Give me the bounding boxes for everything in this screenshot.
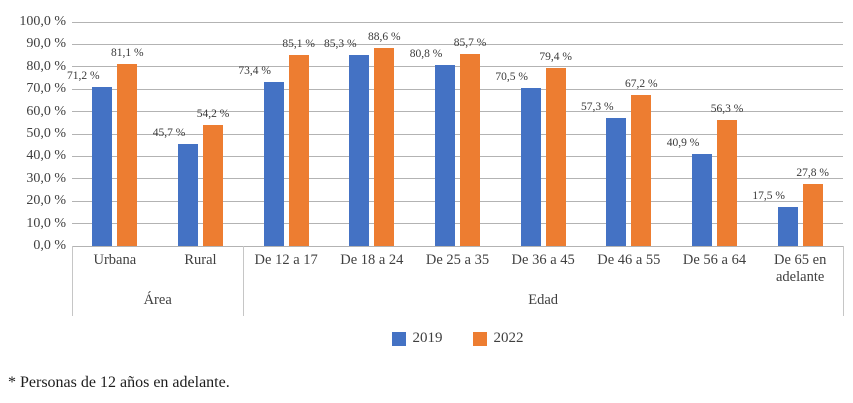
bar-value-label: 27,8 %: [796, 166, 829, 179]
axis-group-label: Área: [143, 292, 172, 308]
category-label: Urbana: [93, 252, 137, 268]
bar-value-label: 45,7 %: [152, 126, 186, 139]
gridline: [72, 88, 843, 90]
bar-value-label: 79,4 %: [539, 51, 572, 64]
legend: 2019 2022: [72, 330, 843, 347]
y-tick-label: 70,0 %: [26, 81, 66, 97]
gridline: [72, 155, 843, 157]
y-tick-label: 50,0 %: [26, 126, 66, 141]
bar-value-label: 40,9 %: [666, 137, 700, 150]
bar-value-label: 80,8 %: [409, 48, 443, 60]
axis-separator: [71, 246, 73, 316]
gridline: [72, 43, 843, 45]
category-label: De 12 a 17: [254, 252, 318, 268]
bar-value-label: 73,4 %: [238, 64, 271, 77]
category-label: De 25 a 35: [425, 252, 490, 268]
category-label: De 18 a 24: [340, 252, 404, 268]
bar-2019: [777, 206, 798, 246]
bar-2019: [263, 81, 284, 246]
axis-group-label: Edad: [528, 292, 559, 308]
bar-2022: [717, 119, 737, 246]
gridline: [72, 66, 843, 68]
y-tick-label: 90,0 %: [26, 36, 66, 52]
category-label: De 46 a 55: [597, 252, 661, 268]
legend-label: 2022: [493, 330, 524, 346]
gridline: [72, 245, 843, 247]
bar-2022: [117, 64, 138, 246]
bar-value-label: 85,1 %: [282, 38, 315, 51]
bar-value-label: 81,1 %: [111, 47, 144, 60]
bar-value-label: 67,2 %: [625, 78, 658, 91]
bar-value-label: 17,5 %: [752, 189, 785, 202]
legend-label: 2019: [412, 330, 443, 346]
y-tick-label: 40,0 %: [26, 148, 66, 164]
bar-value-label: 56,3 %: [710, 102, 744, 115]
y-tick-label: 100,0 %: [19, 14, 66, 29]
y-tick-label: 60,0 %: [26, 103, 66, 119]
bar-2022: [288, 55, 309, 246]
bar-2022: [631, 95, 652, 246]
bar-2022: [802, 183, 823, 246]
y-tick-label: 0,0 %: [33, 238, 66, 253]
y-tick-label: 10,0 %: [26, 215, 66, 231]
gridline: [72, 200, 843, 202]
legend-item: 2022: [472, 330, 524, 347]
bar-value-label: 85,7 %: [453, 37, 487, 50]
legend-item: 2019: [391, 330, 443, 347]
bar-2019: [692, 154, 712, 246]
bar-value-label: 54,2 %: [196, 107, 230, 120]
bar-2022: [460, 54, 480, 246]
y-tick-label: 20,0 %: [26, 193, 66, 209]
category-label: De 56 a 64: [682, 252, 747, 268]
bar-2019: [520, 88, 541, 246]
gridline: [72, 111, 843, 113]
footnote: * Personas de 12 años en adelante.: [8, 374, 230, 391]
bar-2019: [349, 54, 370, 246]
category-label: Rural: [184, 252, 217, 268]
gridline: [72, 223, 843, 225]
axis-separator: [242, 246, 244, 316]
axis-separator: [842, 246, 844, 316]
bar-value-label: 71,2 %: [67, 69, 100, 82]
bar-value-label: 88,6 %: [368, 30, 401, 43]
category-label: De 36 a 45: [511, 252, 575, 268]
bar-2019: [92, 86, 113, 246]
bar-value-label: 85,3 %: [324, 37, 357, 50]
bar-2019: [178, 143, 198, 246]
bar-2019: [606, 117, 627, 246]
y-tick-label: 80,0 %: [26, 58, 66, 74]
bar-value-label: 70,5 %: [495, 71, 528, 84]
gridline: [72, 178, 843, 180]
gridline: [72, 21, 843, 23]
legend-swatch: [391, 331, 406, 346]
bar-2019: [435, 65, 455, 246]
legend-swatch: [472, 331, 487, 346]
y-tick-label: 30,0 %: [26, 170, 66, 186]
bar-2022: [374, 47, 395, 246]
gridline: [72, 133, 843, 135]
bar-2022: [203, 124, 223, 246]
category-label: De 65 en adelante: [773, 252, 827, 285]
bar-chart: 71,2 % 45,7 % 73,4 % 85,3 % 80,8 % 70,5 % 57,3…: [19, 14, 844, 347]
bar-value-label: 57,3 %: [581, 100, 614, 113]
bar-2022: [545, 68, 566, 246]
